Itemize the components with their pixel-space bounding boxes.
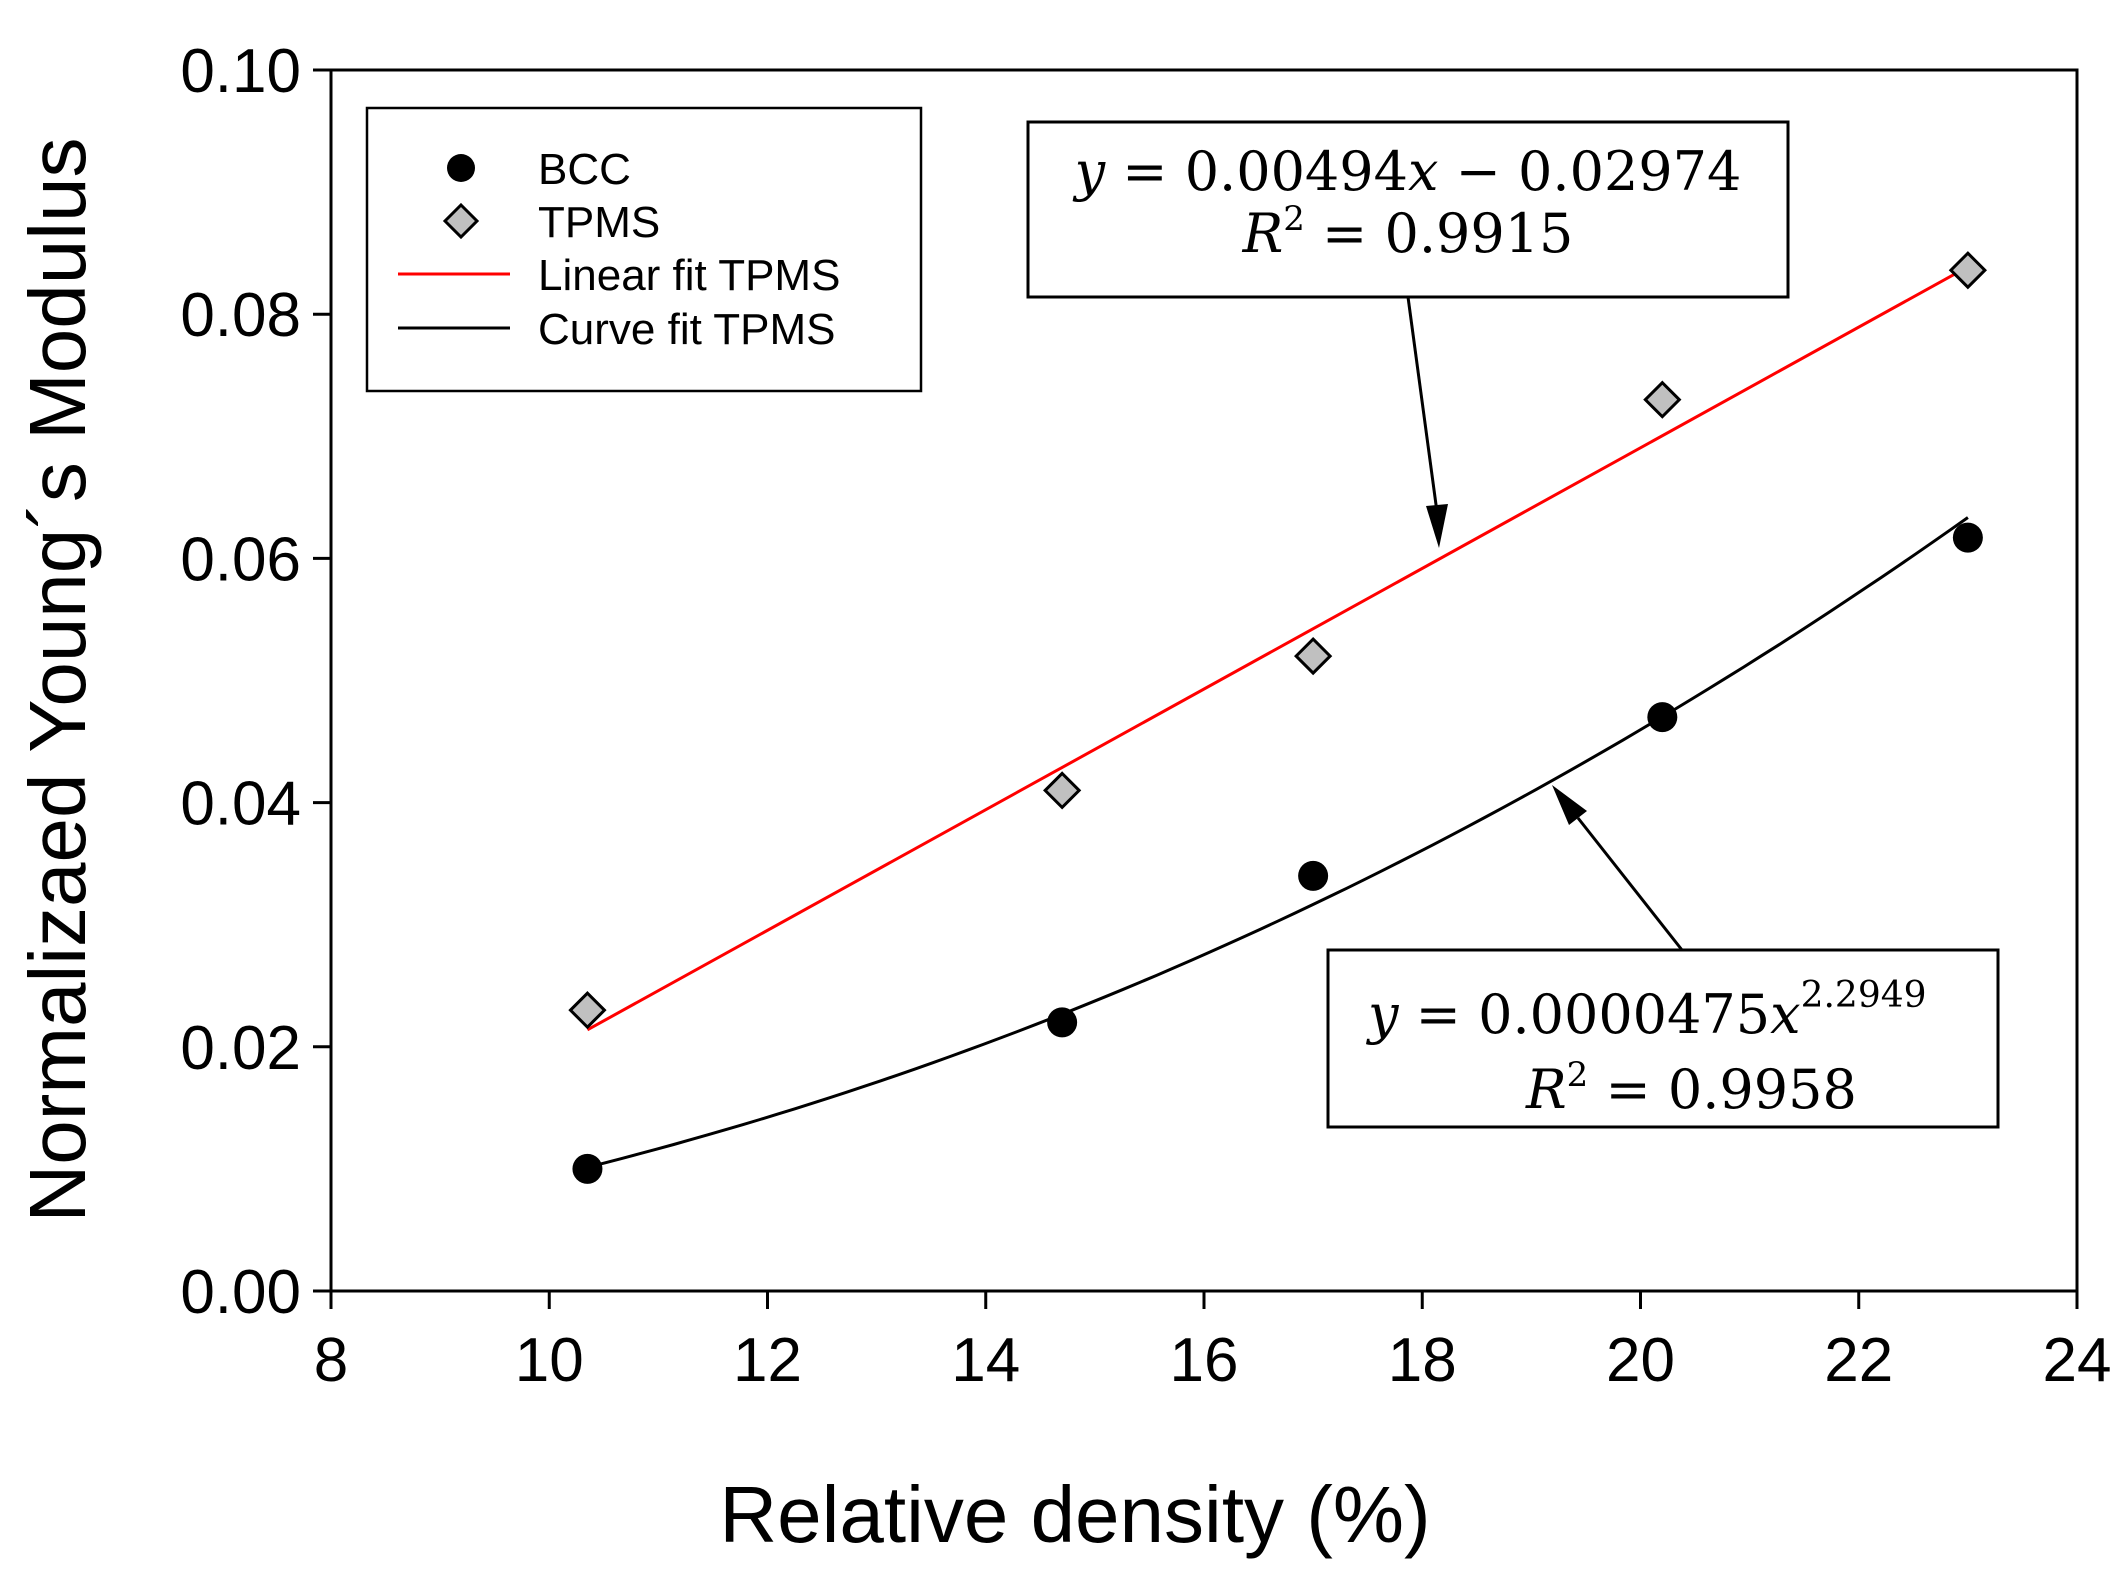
y-tick-label: 0.10 [180, 37, 301, 106]
linear-fit-line [586, 265, 1969, 1032]
y-tick-label: 0.02 [180, 1014, 301, 1083]
x-axis-title: Relative density (%) [719, 1470, 1430, 1559]
legend-label-linear-fit: Linear fit TPMS [538, 251, 840, 300]
x-axis: 8 10 12 14 16 18 20 22 24 [314, 1291, 2112, 1395]
linear-eq-box [1026, 120, 1790, 299]
legend-label-tpms: TPMS [538, 198, 660, 247]
tpms-point [1948, 251, 1987, 290]
x-tick-label: 12 [733, 1326, 802, 1395]
y-tick-label: 0.00 [180, 1258, 301, 1327]
bcc-point [1952, 522, 1983, 553]
linear-eq-arrow [1406, 296, 1439, 513]
legend-label-curve-fit: Curve fit TPMS [538, 305, 835, 354]
linear-fit-annotation: y = 0.00494x − 0.02974 R2 = 0.9915 [1026, 120, 1790, 548]
data-markers [568, 251, 1987, 1184]
x-tick-label: 24 [2043, 1326, 2112, 1395]
x-tick-label: 10 [515, 1326, 584, 1395]
legend-label-bcc: BCC [538, 145, 631, 194]
tpms-point [568, 991, 607, 1030]
curve-fit-line [587, 516, 1969, 1169]
tpms-point [1643, 380, 1682, 419]
linear-r2-line: R2 = 0.9915 [1242, 199, 1574, 265]
power-eq-arrow [1576, 817, 1684, 951]
linear-eq-line: y = 0.00494x − 0.02974 [1073, 140, 1742, 203]
y-axis-title: Normalizaed Young´s Modulus [13, 137, 102, 1222]
y-tick-label: 0.04 [180, 770, 301, 839]
x-tick-label: 8 [314, 1326, 348, 1395]
power-eq-arrowhead [1552, 785, 1587, 825]
x-tick-label: 18 [1388, 1326, 1457, 1395]
tpms-point [1294, 636, 1333, 676]
bcc-point [1298, 860, 1329, 891]
legend: BCC TPMS Linear fit TPMS Curve fit TPMS [365, 106, 923, 393]
x-tick-label: 20 [1606, 1326, 1675, 1395]
x-tick-label: 16 [1170, 1326, 1239, 1395]
tpms-point [1043, 771, 1082, 810]
x-tick-label: 22 [1824, 1326, 1893, 1395]
y-tick-label: 0.06 [180, 525, 301, 594]
linear-eq-arrowhead [1426, 504, 1448, 548]
bcc-point [1047, 1007, 1078, 1038]
power-eq-line: y = 0.0000475x2.2949 [1366, 975, 1927, 1046]
x-tick-label: 14 [951, 1326, 1020, 1395]
power-eq-box [1326, 948, 2000, 1129]
power-r2-line: R2 = 0.9958 [1525, 1055, 1857, 1121]
legend-marker-bcc [447, 154, 475, 182]
legend-marker-tpms [442, 202, 480, 240]
y-tick-label: 0.08 [180, 281, 301, 350]
fit-lines [586, 265, 1969, 1169]
power-fit-annotation: y = 0.0000475x2.2949 R2 = 0.9958 [1326, 785, 2000, 1129]
bcc-point [572, 1153, 603, 1184]
y-axis: 0.00 0.02 0.04 0.06 0.08 0.10 [180, 37, 331, 1327]
bcc-point [1647, 702, 1678, 733]
